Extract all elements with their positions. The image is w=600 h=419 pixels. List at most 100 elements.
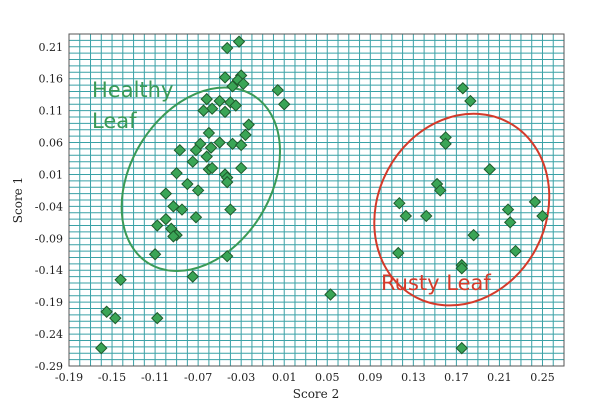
data-point <box>509 244 522 258</box>
y-tick-label: -0.14 <box>35 264 63 277</box>
data-point <box>456 82 470 95</box>
x-tick-label: -0.19 <box>55 371 83 384</box>
y-tick-label: 0.11 <box>39 105 64 118</box>
data-point <box>186 155 199 168</box>
data-point <box>420 209 433 223</box>
data-points <box>95 35 549 355</box>
x-tick-label: 0.17 <box>444 371 469 384</box>
data-point <box>434 184 447 197</box>
data-point <box>167 200 180 213</box>
data-point <box>464 94 477 108</box>
y-tick-label: 0.01 <box>39 168 64 181</box>
data-point <box>528 195 542 209</box>
y-axis-title: Score 1 <box>11 177 25 223</box>
data-point <box>189 143 203 157</box>
data-point <box>159 187 173 200</box>
data-point <box>148 248 162 261</box>
data-point <box>224 203 237 216</box>
data-point <box>170 166 183 180</box>
data-point <box>218 105 232 119</box>
x-tick-label: 0.01 <box>272 371 297 384</box>
group-ellipses <box>120 86 551 307</box>
data-point <box>200 92 213 106</box>
data-point <box>205 102 219 115</box>
y-tick-label: -0.04 <box>35 200 63 213</box>
x-tick-label: 0.25 <box>530 371 555 384</box>
data-point <box>95 341 108 355</box>
x-tick-label: 0.21 <box>487 371 512 384</box>
data-point <box>242 118 255 131</box>
data-point <box>191 184 205 197</box>
rusty-leaf-ellipse <box>373 112 551 307</box>
y-tick-label: -0.24 <box>35 328 63 341</box>
data-point <box>232 35 246 48</box>
data-point <box>197 104 210 117</box>
data-point <box>218 71 232 84</box>
data-point <box>175 203 189 216</box>
rusty-label: Rusty Leaf <box>381 271 491 295</box>
healthy-label-line2: Leaf <box>92 109 137 133</box>
x-tick-label: 0.05 <box>315 371 340 384</box>
data-point <box>439 137 452 151</box>
data-point <box>173 143 187 157</box>
data-point <box>239 128 252 142</box>
data-point <box>399 209 413 223</box>
data-point <box>392 246 405 260</box>
healthy-leaf-ellipse <box>120 86 281 272</box>
data-point <box>467 228 480 242</box>
data-point <box>231 73 245 87</box>
data-point <box>114 273 127 287</box>
data-point <box>271 83 284 97</box>
data-point <box>234 161 248 175</box>
data-point <box>159 212 173 226</box>
data-point <box>536 209 549 223</box>
data-point <box>205 161 219 175</box>
data-point <box>213 136 226 149</box>
y-tick-label: 0.06 <box>39 137 64 150</box>
data-point <box>455 262 468 275</box>
data-point <box>167 230 180 243</box>
x-tick-label: -0.07 <box>184 371 212 384</box>
data-point <box>229 99 243 112</box>
x-tick-label: 0.09 <box>358 371 383 384</box>
x-axis-title: Score 2 <box>293 387 339 401</box>
data-point <box>189 211 203 224</box>
data-point <box>100 305 113 318</box>
x-tick-label: 0.13 <box>401 371 426 384</box>
y-tick-label: -0.19 <box>35 296 63 309</box>
data-point <box>200 150 213 163</box>
data-point <box>226 137 239 151</box>
x-tick-labels: -0.19 -0.15 -0.11 -0.07 -0.03 0.01 0.05 0.09 0.1… <box>55 371 555 384</box>
data-point <box>483 163 496 176</box>
y-tick-label: -0.29 <box>35 360 63 373</box>
data-point <box>393 196 406 210</box>
data-point <box>503 216 517 229</box>
data-point <box>220 249 234 263</box>
data-point <box>202 126 216 140</box>
y-tick-label: -0.09 <box>35 232 63 245</box>
data-point <box>234 138 248 152</box>
x-tick-label: -0.03 <box>227 371 255 384</box>
plot-frame <box>68 33 565 367</box>
data-point <box>220 175 234 189</box>
x-tick-label: -0.11 <box>141 371 169 384</box>
data-point <box>213 94 226 108</box>
data-point <box>226 80 239 93</box>
data-point <box>237 77 250 91</box>
y-tick-label: 0.21 <box>39 41 64 54</box>
data-point <box>151 311 164 325</box>
data-point <box>204 141 218 154</box>
data-point <box>181 177 194 191</box>
data-point <box>278 98 291 111</box>
data-point <box>324 288 337 301</box>
y-tick-label: 0.16 <box>39 73 64 86</box>
data-point <box>151 219 164 232</box>
data-point <box>220 41 234 55</box>
y-tick-labels: 0.21 0.16 0.11 0.06 0.01 -0.04 -0.09 -0.14 -0.19… <box>35 41 63 373</box>
grid <box>68 33 565 367</box>
data-point <box>186 270 199 283</box>
healthy-label-line1: Healthy <box>92 78 173 102</box>
data-point <box>501 203 515 216</box>
data-point <box>109 311 122 325</box>
